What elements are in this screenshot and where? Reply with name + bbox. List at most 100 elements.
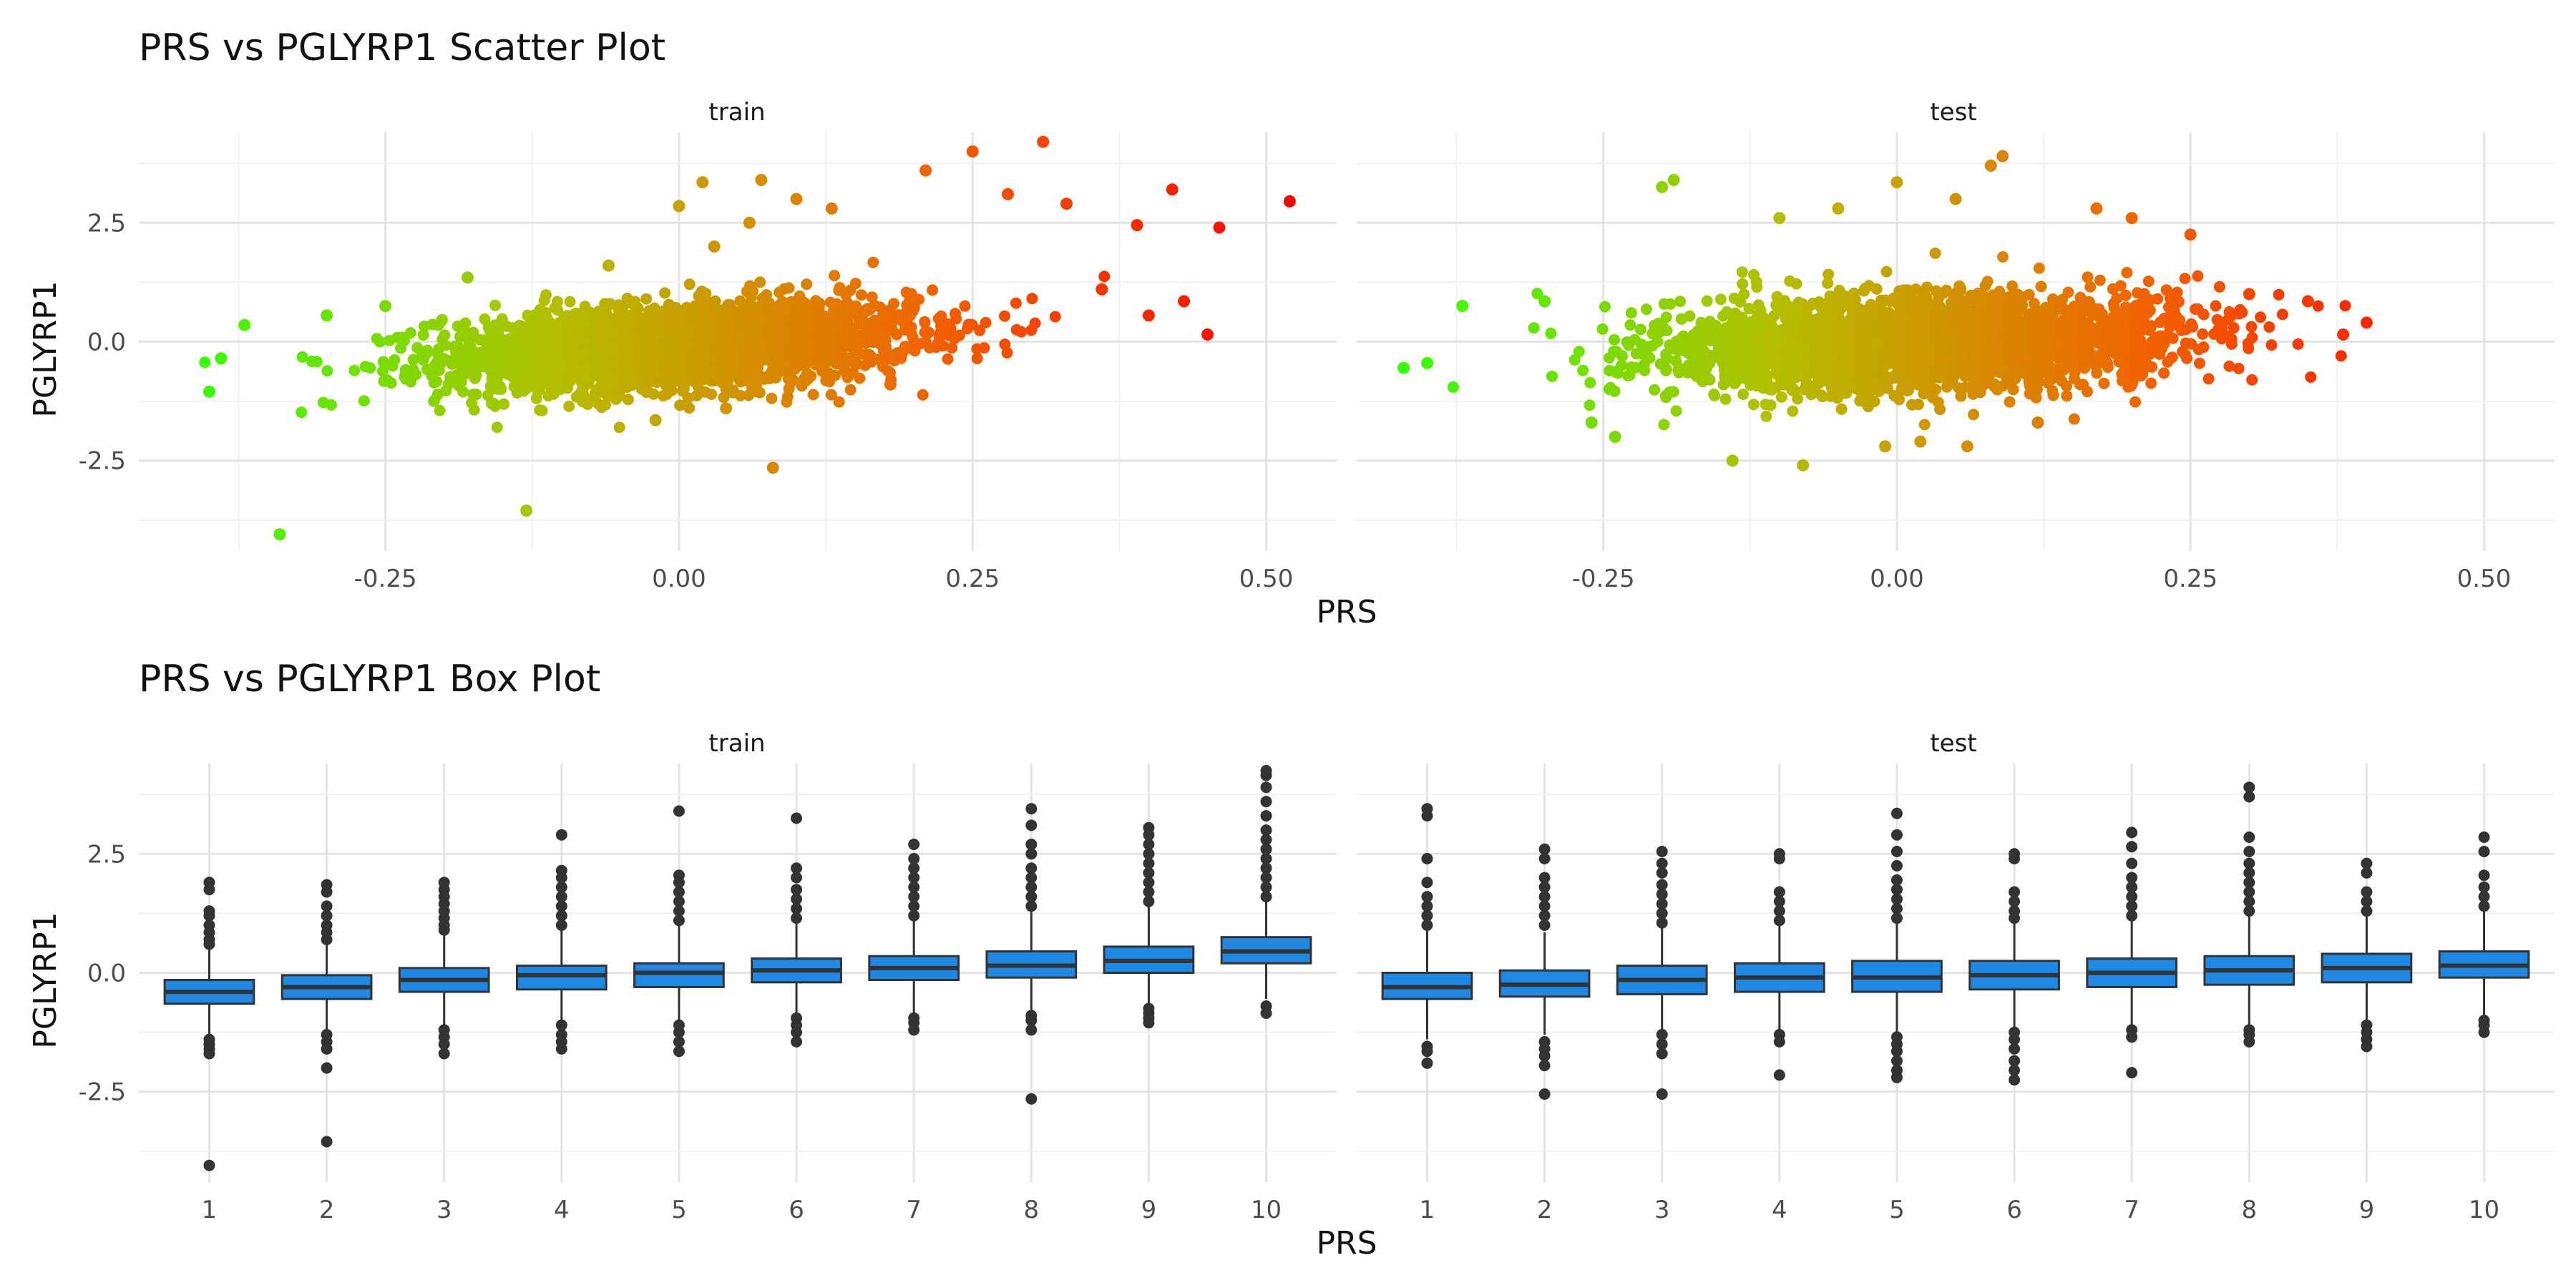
scatter-point (462, 271, 474, 284)
scatter-point (1755, 304, 1767, 316)
scatter-point (273, 528, 286, 541)
scatter-point (1573, 346, 1585, 358)
scatter-point (627, 356, 639, 369)
scatter-point (590, 384, 602, 396)
scatter-point (763, 303, 775, 315)
scatter-point (647, 365, 659, 376)
scatter-point (418, 321, 430, 332)
scatter-point (592, 364, 604, 375)
scatter-point (866, 291, 878, 303)
scatter-point (843, 310, 855, 322)
scatter-point (1660, 348, 1672, 361)
scatter-point (431, 389, 444, 401)
scatter-point (773, 286, 785, 298)
scatter-point (1771, 291, 1783, 303)
scatter-point (1918, 419, 1931, 431)
scatter-point (743, 216, 756, 229)
scatter-point (410, 369, 422, 381)
scatter-point (446, 358, 458, 370)
scatter-point (2032, 357, 2044, 369)
scatter-point (1654, 326, 1666, 338)
scatter-point (2077, 303, 2088, 316)
scatter-point (727, 344, 739, 356)
scatter-point (2035, 280, 2047, 293)
scatter-point (377, 356, 389, 368)
scatter-point (655, 312, 667, 324)
scatter-point (389, 354, 401, 366)
scatter-point (549, 302, 561, 314)
scatter-point (1447, 381, 1459, 393)
scatter-point (833, 320, 844, 331)
scatter-point (718, 371, 730, 383)
scatter-point (919, 164, 932, 177)
scatter-point (706, 307, 718, 319)
scatter-point (2097, 322, 2109, 333)
scatter-point (2082, 271, 2094, 283)
scatter-point (585, 310, 597, 322)
scatter-point (1868, 396, 1880, 408)
scatter-point (2175, 324, 2187, 336)
scatter-point (564, 296, 576, 308)
scatter-point (1775, 391, 1787, 403)
scatter-point (905, 288, 917, 300)
x-tick-label: 0.50 (1239, 565, 1294, 593)
scatter-point (514, 332, 526, 344)
scatter-point (833, 396, 845, 408)
scatter-point (493, 336, 505, 348)
scatter-point (872, 336, 884, 348)
scatter-point (794, 290, 806, 302)
scatter-point (1968, 409, 1979, 421)
scatter-point (1166, 183, 1179, 196)
scatter-point (2223, 360, 2235, 372)
scatter-points (1397, 150, 2373, 472)
scatter-point (2124, 369, 2137, 381)
scatter-point (550, 347, 562, 359)
scatter-point (1846, 319, 1858, 331)
scatter-point (321, 309, 333, 322)
scatter-point (492, 372, 504, 384)
scatter-point (759, 346, 771, 358)
scatter-point (2121, 267, 2133, 278)
scatter-point (553, 371, 565, 383)
scatter-point (709, 295, 721, 307)
scatter-point (1002, 187, 1014, 200)
scatter-point (1709, 389, 1720, 401)
scatter-point (1716, 326, 1728, 338)
scatter-point (543, 315, 555, 327)
scatter-point (1835, 403, 1848, 415)
scatter-point (379, 300, 392, 313)
scatter-point (758, 336, 770, 348)
scatter-point (766, 392, 778, 404)
scatter-point (2158, 338, 2170, 350)
scatter-point (796, 312, 808, 324)
scatter-point (2197, 328, 2209, 340)
scatter-point (826, 341, 838, 353)
scatter-point (2091, 357, 2103, 369)
scatter-point (822, 352, 834, 364)
scatter-point (854, 372, 866, 384)
scatter-point (2082, 333, 2094, 345)
scatter-point (1670, 405, 1682, 417)
scatter-point (746, 381, 758, 393)
scatter-point (622, 394, 634, 406)
scatter-point (746, 291, 757, 303)
scatter-point (597, 307, 610, 319)
scatter-point (610, 394, 622, 405)
scatter-panel-train: -2.50.02.5-0.25 0.00 0.25 0.50 (79, 132, 1337, 593)
scatter-point (2312, 300, 2324, 312)
scatter-point (867, 319, 879, 331)
scatter-point (1974, 370, 1986, 382)
scatter-point (1649, 384, 1661, 396)
scatter-point (946, 342, 958, 354)
scatter-point (811, 347, 823, 359)
scatter-point (584, 321, 596, 333)
scatter-point (682, 392, 694, 404)
scatter-point (2107, 323, 2119, 336)
scatter-point (534, 404, 546, 416)
scatter-point (1884, 373, 1896, 385)
scatter-point (750, 305, 762, 317)
scatter-point (474, 333, 486, 346)
scatter-point (621, 293, 633, 304)
scatter-point (2305, 371, 2317, 383)
scatter-point (807, 389, 819, 401)
